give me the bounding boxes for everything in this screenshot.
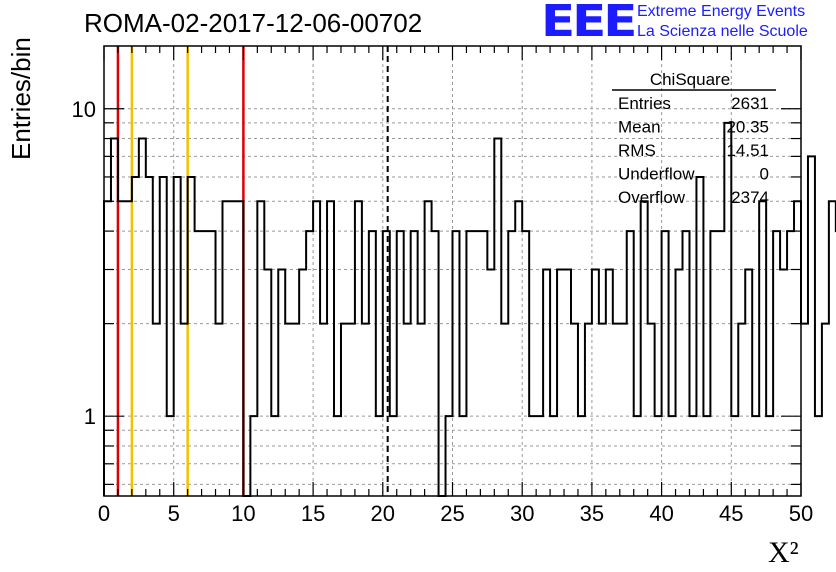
org-name-line2: La Scienza nelle Scuole	[637, 23, 808, 40]
stats-value: 14.51	[726, 141, 769, 160]
org-name-line1: Extreme Energy Events	[637, 3, 806, 20]
stats-label: Entries	[618, 94, 671, 113]
stats-label: Underflow	[618, 165, 695, 184]
x-tick-label: 50	[789, 501, 813, 526]
stats-label: Mean	[618, 118, 661, 137]
histogram-path	[103, 121, 836, 497]
y-tick-label: 10	[72, 97, 96, 122]
axis-tick-labels: 0 5 10 15 20 25 30 35 40 45 50 1 10	[72, 97, 814, 526]
x-tick-label: 40	[649, 501, 673, 526]
x-tick-label: 30	[510, 501, 534, 526]
marker-lines	[116, 46, 389, 496]
x-tick-label: 0	[98, 501, 110, 526]
x-tick-label: 15	[301, 501, 325, 526]
x-tick-label: 5	[168, 501, 180, 526]
x-tick-label: 25	[440, 501, 464, 526]
x-tick-label: 35	[580, 501, 604, 526]
stats-box: ChiSquare Entries 2631 Mean 20.35 RMS 14.51 Un…	[612, 70, 776, 207]
stats-value: 20.35	[726, 118, 769, 137]
x-tick-label: 10	[231, 501, 255, 526]
axis-ticks	[103, 46, 802, 496]
x-axis-label: X²	[768, 536, 799, 569]
stats-title: ChiSquare	[650, 70, 730, 89]
x-tick-label: 45	[719, 501, 743, 526]
stats-value: 2631	[731, 94, 769, 113]
y-tick-label: 1	[84, 404, 96, 429]
stats-value: 0	[760, 165, 769, 184]
stats-label: RMS	[618, 141, 656, 160]
stats-label: Overflow	[618, 188, 686, 207]
x-tick-label: 20	[371, 501, 395, 526]
eee-logo: EEE	[541, 0, 637, 47]
stats-value: 2374	[731, 188, 769, 207]
chart-title: ROMA-02-2017-12-06-00702	[84, 8, 423, 38]
